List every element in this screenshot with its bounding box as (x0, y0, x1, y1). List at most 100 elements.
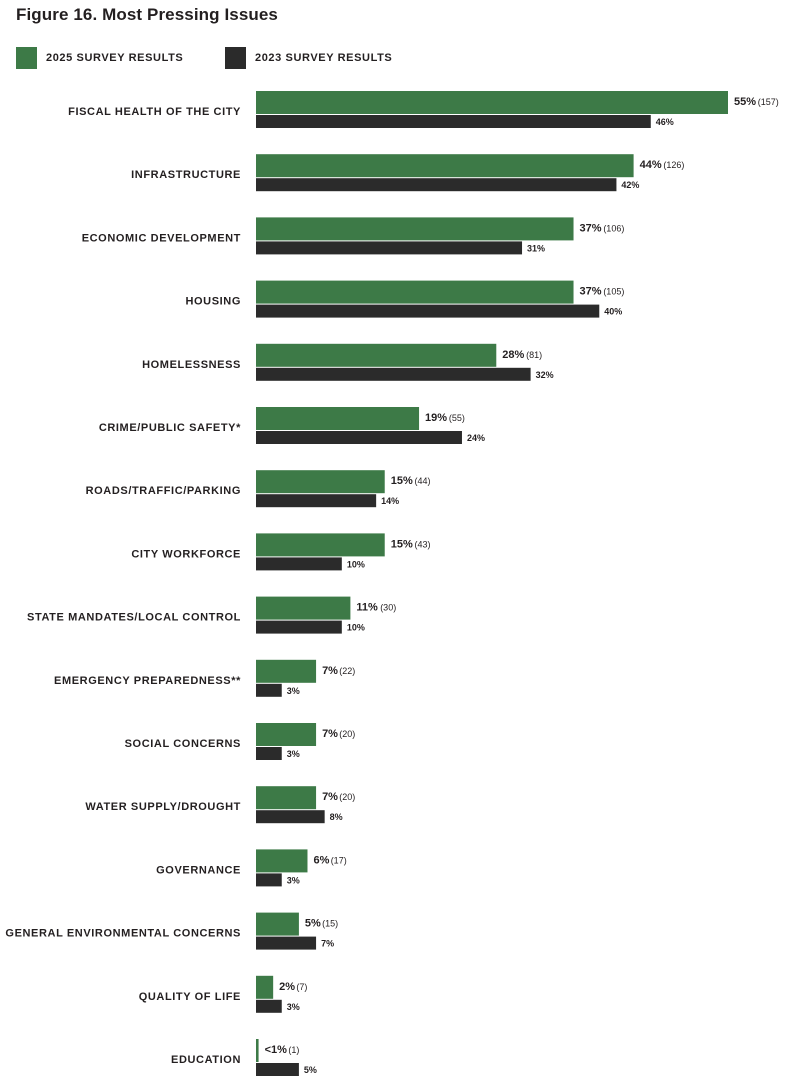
value-label-2025: 7% (322, 728, 338, 740)
value-label-2025: 37% (580, 286, 602, 298)
category-label: CITY WORKFORCE (131, 548, 241, 560)
category-label: FISCAL HEALTH OF THE CITY (68, 106, 241, 118)
value-label-2023: 42% (621, 180, 639, 190)
value-label-2025: 28% (502, 349, 524, 361)
count-label-2025: (157) (758, 97, 779, 107)
bar-2025 (256, 596, 351, 620)
bar-2025 (256, 849, 308, 873)
bar-2023 (256, 1063, 299, 1076)
value-label-2023: 3% (287, 875, 300, 885)
value-label-2025: 11% (356, 602, 378, 614)
bar-2025 (256, 91, 728, 114)
value-label-2023: 10% (347, 623, 365, 633)
bar-2023 (256, 747, 282, 760)
bar-2023 (256, 810, 325, 824)
bar-2025 (256, 470, 385, 494)
count-label-2025: (1) (288, 1045, 299, 1055)
bar-2023 (256, 304, 600, 318)
bar-2023 (256, 873, 282, 887)
bar-2023 (256, 936, 317, 950)
category-label: HOMELESSNESS (142, 359, 241, 371)
bar-2023 (256, 620, 342, 634)
category-label: GENERAL ENVIRONMENTAL CONCERNS (5, 928, 241, 940)
category-label: INFRASTRUCTURE (131, 169, 241, 181)
count-label-2025: (44) (415, 476, 431, 486)
value-label-2025: 7% (322, 665, 338, 677)
legend-swatch-2023 (225, 47, 246, 69)
value-label-2025: 44% (640, 159, 662, 171)
value-label-2023: 3% (287, 749, 300, 759)
value-label-2025: 6% (313, 854, 329, 866)
value-label-2023: 10% (347, 559, 365, 569)
value-label-2025: 37% (580, 222, 602, 234)
count-label-2025: (20) (339, 792, 355, 802)
category-label: HOUSING (185, 296, 241, 308)
value-label-2023: 3% (287, 686, 300, 696)
bar-2025 (256, 217, 574, 241)
bar-2025 (256, 786, 317, 810)
count-label-2025: (43) (415, 539, 431, 549)
value-label-2023: 14% (381, 496, 399, 506)
bar-2023 (256, 431, 462, 444)
count-label-2025: (81) (526, 350, 542, 360)
legend-item-2025: 2025 SURVEY RESULTS (16, 47, 183, 69)
category-label: STATE MANDATES/LOCAL CONTROL (27, 612, 241, 624)
legend-label-2025: 2025 SURVEY RESULTS (46, 52, 184, 64)
bar-2023 (256, 367, 531, 381)
value-label-2023: 5% (304, 1065, 317, 1075)
bar-2023 (256, 999, 282, 1013)
category-label: ECONOMIC DEVELOPMENT (82, 232, 241, 244)
value-label-2025: 19% (425, 412, 447, 424)
legend-item-2023: 2023 SURVEY RESULTS (225, 47, 392, 69)
category-label: CRIME/PUBLIC SAFETY* (99, 422, 241, 434)
bar-2025 (256, 533, 385, 557)
bar-2025 (256, 343, 497, 367)
category-label: QUALITY OF LIFE (139, 991, 241, 1003)
category-label: GOVERNANCE (156, 864, 241, 876)
category-label: WATER SUPPLY/DROUGHT (85, 801, 241, 813)
value-label-2025: 2% (279, 981, 295, 993)
value-label-2023: 32% (536, 370, 554, 380)
value-label-2023: 8% (330, 812, 343, 822)
bar-2025 (256, 280, 574, 304)
category-label: EMERGENCY PREPAREDNESS** (54, 675, 241, 687)
value-label-2025: 7% (322, 791, 338, 803)
bar-2025 (256, 154, 634, 178)
count-label-2025: (22) (339, 666, 355, 676)
value-label-2025: 55% (734, 96, 756, 108)
count-label-2025: (106) (603, 223, 624, 233)
bar-2025 (256, 975, 274, 999)
bar-2025 (256, 407, 420, 430)
category-label: SOCIAL CONCERNS (125, 738, 241, 750)
legend-label-2023: 2023 SURVEY RESULTS (255, 52, 393, 64)
bar-2023 (256, 241, 523, 255)
count-label-2025: (30) (380, 603, 396, 613)
count-label-2025: (105) (603, 287, 624, 297)
count-label-2025: (126) (663, 160, 684, 170)
bar-2023 (256, 683, 282, 697)
value-label-2023: 3% (287, 1002, 300, 1012)
bar-2025 (256, 1039, 259, 1062)
bar-2023 (256, 494, 377, 508)
value-label-2023: 24% (467, 433, 485, 443)
count-label-2025: (15) (322, 919, 338, 929)
value-label-2023: 40% (604, 307, 622, 317)
value-label-2025: 15% (391, 538, 413, 550)
bar-2025 (256, 912, 299, 936)
value-label-2025: 5% (305, 918, 321, 930)
count-label-2025: (20) (339, 729, 355, 739)
value-label-2025: 15% (391, 475, 413, 487)
count-label-2025: (7) (296, 982, 307, 992)
value-label-2025: <1% (265, 1044, 288, 1056)
count-label-2025: (55) (449, 413, 465, 423)
category-label: ROADS/TRAFFIC/PARKING (86, 485, 241, 497)
bar-2023 (256, 557, 342, 571)
category-label: EDUCATION (171, 1054, 241, 1066)
value-label-2023: 46% (656, 117, 674, 127)
bar-2023 (256, 178, 617, 192)
bar-2023 (256, 115, 651, 128)
bar-2025 (256, 723, 317, 746)
count-label-2025: (17) (331, 855, 347, 865)
bar-2025 (256, 659, 317, 683)
